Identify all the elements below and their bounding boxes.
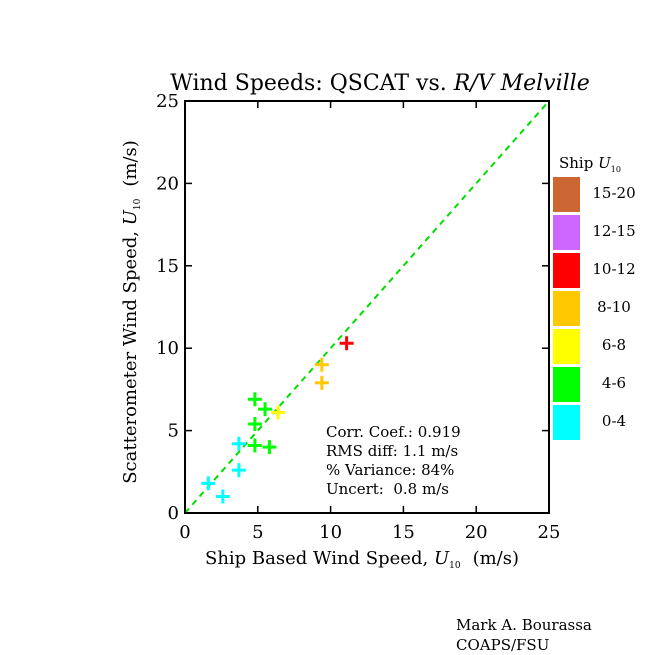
legend-swatch: [553, 253, 580, 288]
legend-label: 8-10: [597, 298, 631, 316]
data-point: [314, 375, 329, 390]
y-tick-label: 10: [156, 338, 179, 359]
x-tick-labels: 0 5 10 15 20 25: [179, 522, 560, 543]
x-tick-label: 15: [392, 522, 415, 543]
legend-swatch: [553, 405, 580, 440]
data-point: [247, 417, 262, 432]
x-axis-label: Ship Based Wind Speed, U10 (m/s): [205, 548, 519, 571]
axis-ticks: [184, 100, 550, 514]
legend-label: 0-4: [602, 412, 626, 430]
y-tick-label: 15: [156, 256, 179, 277]
data-point: [258, 402, 273, 417]
legend-swatch: [553, 177, 580, 212]
legend-title: Ship U10: [559, 154, 621, 174]
chart-title: Wind Speeds: QSCAT vs. R/V Melville: [170, 71, 589, 96]
data-point: [262, 440, 277, 455]
y-tick-label: 25: [156, 91, 179, 112]
data-point: [247, 392, 262, 407]
y-axis-label: Scatterometer Wind Speed, U10(m/s): [120, 140, 143, 484]
x-tick-label: 20: [465, 522, 488, 543]
x-tick-label: 10: [319, 522, 342, 543]
data-point: [271, 405, 286, 420]
data-points: [201, 336, 354, 504]
credit: Mark A. Bourassa COAPS/FSU: [456, 615, 592, 655]
data-point: [231, 463, 246, 478]
stats-line: Uncert: 0.8 m/s: [326, 480, 449, 498]
legend-label: 15-20: [592, 184, 635, 202]
legend-label: 10-12: [592, 260, 635, 278]
data-point: [201, 476, 216, 491]
data-point: [215, 489, 230, 504]
data-point: [314, 357, 329, 372]
credit-author: Mark A. Bourassa: [456, 616, 592, 634]
stats-line: % Variance: 84%: [326, 461, 454, 479]
legend-label: 4-6: [602, 374, 626, 392]
legend-swatch: [553, 215, 580, 250]
credit-affiliation: COAPS/FSU: [456, 636, 550, 654]
legend-swatch: [553, 291, 580, 326]
legend-label: 12-15: [592, 222, 635, 240]
legend-swatch: [553, 329, 580, 364]
y-tick-label: 5: [168, 421, 179, 442]
y-tick-label: 0: [168, 503, 179, 524]
data-point: [247, 438, 262, 453]
y-tick-label: 20: [156, 173, 179, 194]
legend-swatch: [553, 367, 580, 402]
y-tick-labels: 0 5 10 15 20 25: [156, 91, 179, 524]
legend-label: 6-8: [602, 336, 626, 354]
stats-line: Corr. Coef.: 0.919: [326, 423, 461, 441]
legend: 15-20 12-15 10-12 8-10 6-8 4-6 0-4: [553, 177, 636, 440]
x-tick-label: 5: [252, 522, 263, 543]
data-point: [339, 336, 354, 351]
data-point: [231, 436, 246, 451]
stats-line: RMS diff: 1.1 m/s: [326, 442, 458, 460]
plot-frame: [184, 100, 550, 514]
x-tick-label: 0: [179, 522, 190, 543]
x-tick-label: 25: [538, 522, 561, 543]
